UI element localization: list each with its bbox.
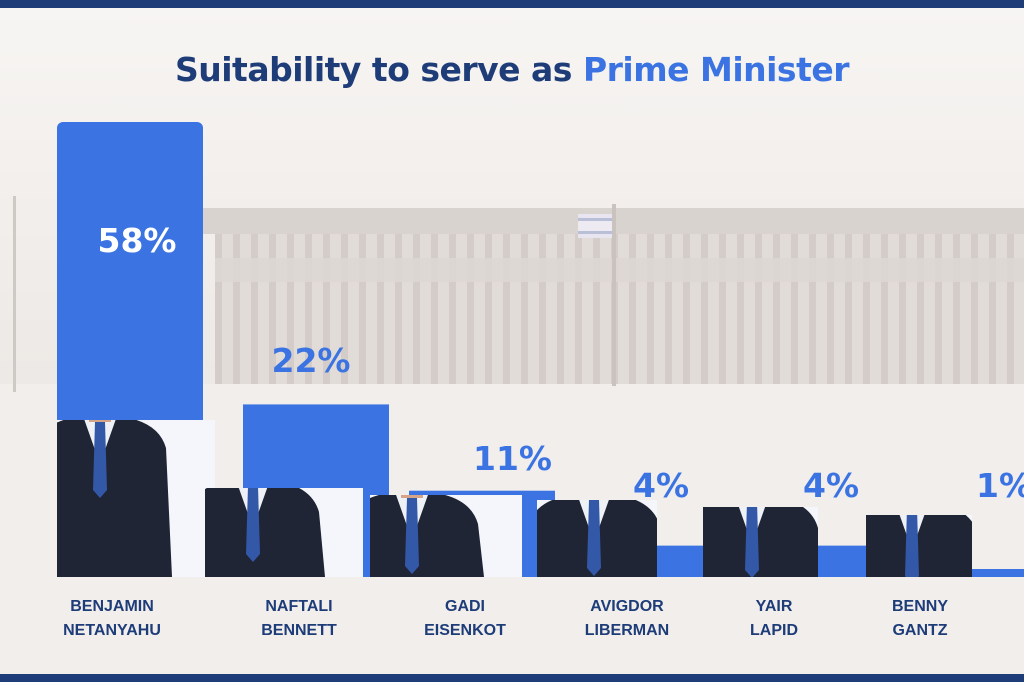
candidate-2-suit	[370, 495, 484, 577]
candidate-4-hair	[728, 432, 776, 460]
candidate-photo	[370, 424, 522, 577]
bar-group-0: 58% BENJAMIN NETANYAHU	[57, 122, 215, 639]
candidate-5-face	[890, 446, 935, 498]
category-label: GADI	[445, 598, 485, 615]
candidate-3-neck	[583, 484, 605, 500]
background-flag	[578, 214, 612, 238]
category-label: LIBERMAN	[585, 622, 669, 639]
candidate-0-tie	[93, 422, 107, 498]
category-label: NAFTALI	[265, 598, 332, 615]
chart-title: Suitability to serve as Prime Minister	[0, 50, 1024, 89]
candidate-photo	[537, 426, 657, 577]
candidate-2-face	[386, 428, 438, 488]
chart-title-main: Suitability to serve as	[174, 50, 572, 89]
candidate-photo	[205, 488, 363, 577]
candidate-3-tie	[587, 500, 601, 576]
candidate-5-neck	[901, 492, 923, 508]
bar-group-2: 11% GADI EISENKOT	[370, 424, 555, 639]
bar-group-3: 4% AVIGDOR LIBERMAN	[537, 426, 721, 639]
candidate-4-tie	[745, 507, 759, 577]
chart-title-highlight: Prime Minister	[582, 50, 850, 89]
data-label: 1%	[976, 466, 1024, 505]
candidate-photo	[866, 442, 972, 577]
background-building-band	[215, 258, 1024, 282]
bar-group-5: 1% BENNY GANTZ	[866, 442, 1024, 639]
bar-group-4: 4% YAIR LAPID	[703, 432, 887, 639]
background-flagpole	[612, 204, 616, 386]
category-label: LAPID	[750, 622, 798, 639]
data-label: 4%	[803, 466, 859, 505]
category-label: BENJAMIN	[70, 598, 154, 615]
category-label: YAIR	[756, 598, 793, 615]
candidate-3-hair	[568, 426, 620, 456]
candidate-1-suit	[205, 488, 325, 577]
data-label: 58%	[98, 221, 177, 260]
candidate-3-face	[568, 430, 620, 490]
candidate-0-suit	[57, 420, 172, 577]
category-label: GANTZ	[892, 622, 947, 639]
data-label: 22%	[272, 341, 351, 380]
category-label: AVIGDOR	[590, 598, 664, 615]
category-label: NETANYAHU	[63, 622, 161, 639]
category-label: BENNY	[892, 598, 948, 615]
bar-group-1: 22% NAFTALI BENNETT	[205, 341, 389, 639]
background-lamppost	[13, 196, 16, 392]
data-label: 11%	[473, 439, 552, 478]
data-label: 4%	[633, 466, 689, 505]
candidate-2-tie	[405, 498, 419, 574]
candidate-4-face	[728, 436, 776, 492]
bottom-frame-bar	[0, 674, 1024, 682]
candidate-photo	[703, 432, 818, 577]
top-frame-bar	[0, 0, 1024, 8]
candidate-5-tie	[905, 515, 919, 577]
candidate-5-suit	[866, 515, 972, 577]
category-label: EISENKOT	[424, 622, 506, 639]
candidate-2-neck	[401, 495, 423, 498]
candidate-4-suit	[703, 507, 818, 577]
candidate-2-hair	[386, 424, 438, 454]
candidate-5-hair	[890, 442, 935, 468]
candidate-0-neck	[89, 420, 111, 422]
candidate-1-tie	[246, 488, 260, 562]
category-label: BENNETT	[261, 622, 337, 639]
candidate-photo	[57, 420, 215, 577]
candidate-4-neck	[741, 486, 763, 502]
